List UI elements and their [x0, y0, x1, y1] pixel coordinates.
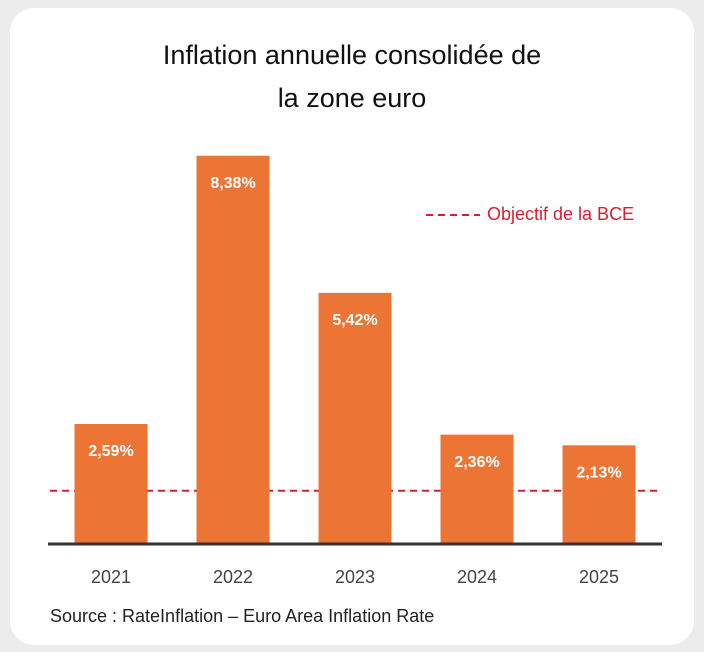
source-note: Source : RateInflation – Euro Area Infla…	[50, 606, 434, 626]
bar	[196, 155, 270, 544]
value-label: 8,38%	[210, 175, 255, 192]
x-tick-label: 2024	[457, 567, 497, 587]
value-label: 2,13%	[576, 465, 621, 482]
bar	[562, 445, 636, 544]
value-label: 2,59%	[88, 443, 133, 460]
chart-title: Inflation annuelle consolidée de la zone…	[162, 40, 542, 113]
value-label: 5,42%	[332, 312, 377, 329]
x-tick-label: 2023	[335, 567, 375, 587]
x-tick-label: 2022	[213, 567, 253, 587]
x-tick-label: 2021	[91, 567, 131, 587]
legend-label: Objectif de la BCE	[487, 204, 634, 224]
bar	[318, 292, 392, 544]
x-tick-label: 2025	[579, 567, 619, 587]
bar	[74, 423, 148, 544]
bar	[440, 434, 514, 544]
value-label: 2,36%	[454, 454, 499, 471]
